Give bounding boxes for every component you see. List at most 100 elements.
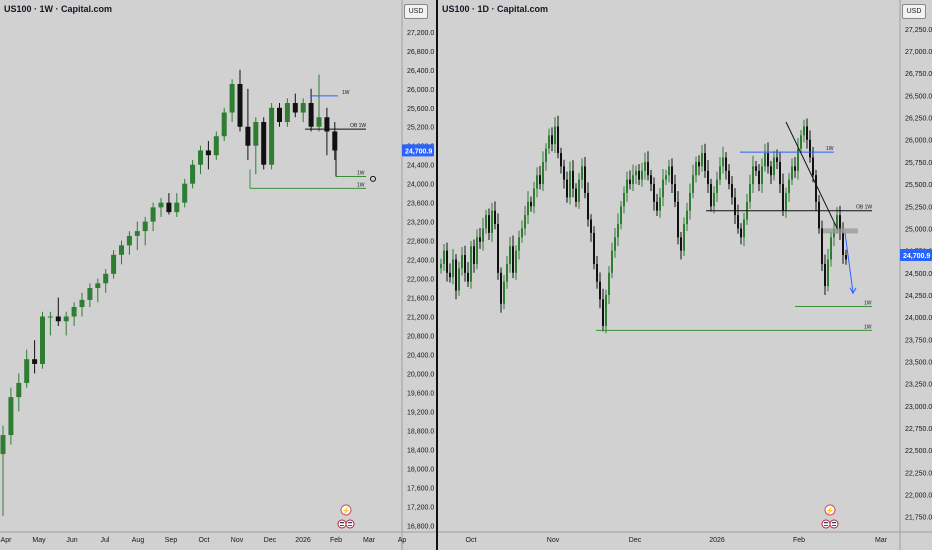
bear-candle: [776, 157, 778, 162]
bull-candle: [47, 316, 53, 318]
projection-arrow: [844, 232, 854, 293]
bull-candle: [761, 166, 763, 185]
bull-candle: [158, 202, 164, 208]
bear-candle: [779, 161, 781, 185]
current-price-tag: 24,700.9: [903, 253, 930, 260]
price-tick-label: 17,200.0: [407, 504, 434, 511]
bull-candle: [623, 192, 625, 207]
bear-candle: [647, 161, 649, 176]
alert-marker-icon: [370, 175, 376, 182]
bull-candle: [213, 136, 219, 156]
price-tick-label: 24,400.0: [407, 163, 434, 170]
panel-divider[interactable]: [436, 0, 438, 550]
price-tick-label: 17,600.0: [407, 485, 434, 492]
bear-candle: [587, 192, 589, 220]
price-tick-label: 22,500.0: [905, 448, 932, 455]
bear-candle: [794, 166, 796, 171]
bull-candle: [581, 166, 583, 180]
time-tick-label: Oct: [466, 537, 477, 544]
daily-chart-svg[interactable]: 27,250.0 27,000.0 26,750.0 26,500.0 26,250.0…: [438, 0, 932, 550]
bull-candle: [722, 157, 724, 167]
bear-candle: [710, 184, 712, 207]
bull-candle: [548, 135, 550, 149]
weekly-chart-panel[interactable]: US100 · 1W · Capital.com USD 27,200.0 26,…: [0, 0, 436, 550]
bull-candle: [316, 117, 322, 127]
current-price-tag-bg: [900, 248, 932, 261]
bull-candle: [830, 237, 832, 260]
bear-candle: [324, 117, 330, 132]
price-tick-label: 26,800.0: [407, 49, 434, 56]
bear-candle: [725, 157, 727, 171]
bear-candle: [599, 281, 601, 300]
price-tick-label: 26,250.0: [905, 116, 932, 123]
bear-candle: [845, 255, 847, 260]
bear-candle: [455, 259, 457, 291]
bull-candle: [190, 164, 196, 184]
level-label: OB 1W: [856, 205, 872, 211]
flash-icon: ⚡: [342, 506, 351, 515]
bear-candle: [770, 166, 772, 176]
weekly-chart-svg[interactable]: 27,200.0 26,800.0 26,400.0 26,000.0 25,600.0…: [0, 0, 436, 550]
bull-candle: [126, 235, 132, 246]
price-tick-label: 20,800.0: [407, 333, 434, 340]
currency-button-weekly[interactable]: USD: [404, 4, 428, 19]
time-tick-label: Dec: [264, 537, 277, 544]
bear-candle: [277, 107, 282, 122]
bull-candle: [686, 210, 688, 224]
price-tick-label: 21,600.0: [407, 296, 434, 303]
bull-candle: [632, 175, 634, 185]
us-flag-icon: [348, 522, 352, 524]
bear-candle: [292, 103, 298, 113]
flash-icon: ⚡: [826, 506, 835, 515]
bull-candle: [509, 246, 511, 264]
bull-candle: [578, 179, 580, 202]
price-tick-label: 22,400.0: [407, 258, 434, 265]
bear-candle: [449, 272, 451, 278]
bear-candle: [590, 219, 592, 233]
price-tick-label: 25,750.0: [905, 160, 932, 167]
bull-candle: [518, 237, 520, 251]
currency-button-daily[interactable]: USD: [902, 4, 926, 19]
level-label: 1W: [357, 182, 365, 188]
price-tick-label: 21,750.0: [905, 515, 932, 522]
bear-candle: [782, 184, 784, 211]
bull-candle: [150, 207, 156, 222]
level-label: 1W: [826, 146, 834, 152]
price-axis-bg: [900, 0, 932, 550]
bear-candle: [473, 246, 475, 264]
time-tick-label: 2026: [295, 537, 311, 544]
price-tick-label: 18,800.0: [407, 428, 434, 435]
time-tick-label: Dec: [629, 537, 642, 544]
bull-candle: [752, 166, 754, 185]
price-tick-label: 22,000.0: [407, 277, 434, 284]
price-tick-label: 25,600.0: [407, 106, 434, 113]
bull-candle: [605, 294, 607, 326]
bear-candle: [55, 316, 61, 322]
bear-candle: [698, 161, 700, 167]
price-tick-label: 25,200.0: [407, 125, 434, 132]
bear-candle: [261, 122, 267, 165]
bear-candle: [680, 237, 682, 251]
bear-candle: [572, 170, 574, 189]
bear-candle: [707, 170, 709, 185]
bull-candle: [797, 148, 799, 171]
bear-candle: [755, 166, 757, 171]
bull-candle: [611, 250, 613, 273]
bull-candle: [458, 268, 460, 291]
time-tick-label: Jun: [66, 537, 77, 544]
chart-title-weekly: US100 · 1W · Capital.com: [4, 4, 113, 14]
bull-candle: [635, 170, 637, 176]
price-tick-label: 26,000.0: [905, 138, 932, 145]
bull-candle: [119, 245, 124, 255]
bear-candle: [464, 255, 466, 273]
us-flag-icon: [345, 519, 355, 529]
price-tick-label: 21,200.0: [407, 315, 434, 322]
price-tick-label: 27,000.0: [905, 49, 932, 56]
bear-candle: [467, 272, 469, 282]
bear-candle: [653, 184, 655, 202]
bull-candle: [443, 250, 445, 264]
daily-chart-panel[interactable]: US100 · 1D · Capital.com USD 27,250.0 27,…: [438, 0, 932, 550]
supply-zone: [823, 228, 858, 234]
bull-candle: [461, 255, 463, 269]
bull-candle: [569, 170, 571, 198]
